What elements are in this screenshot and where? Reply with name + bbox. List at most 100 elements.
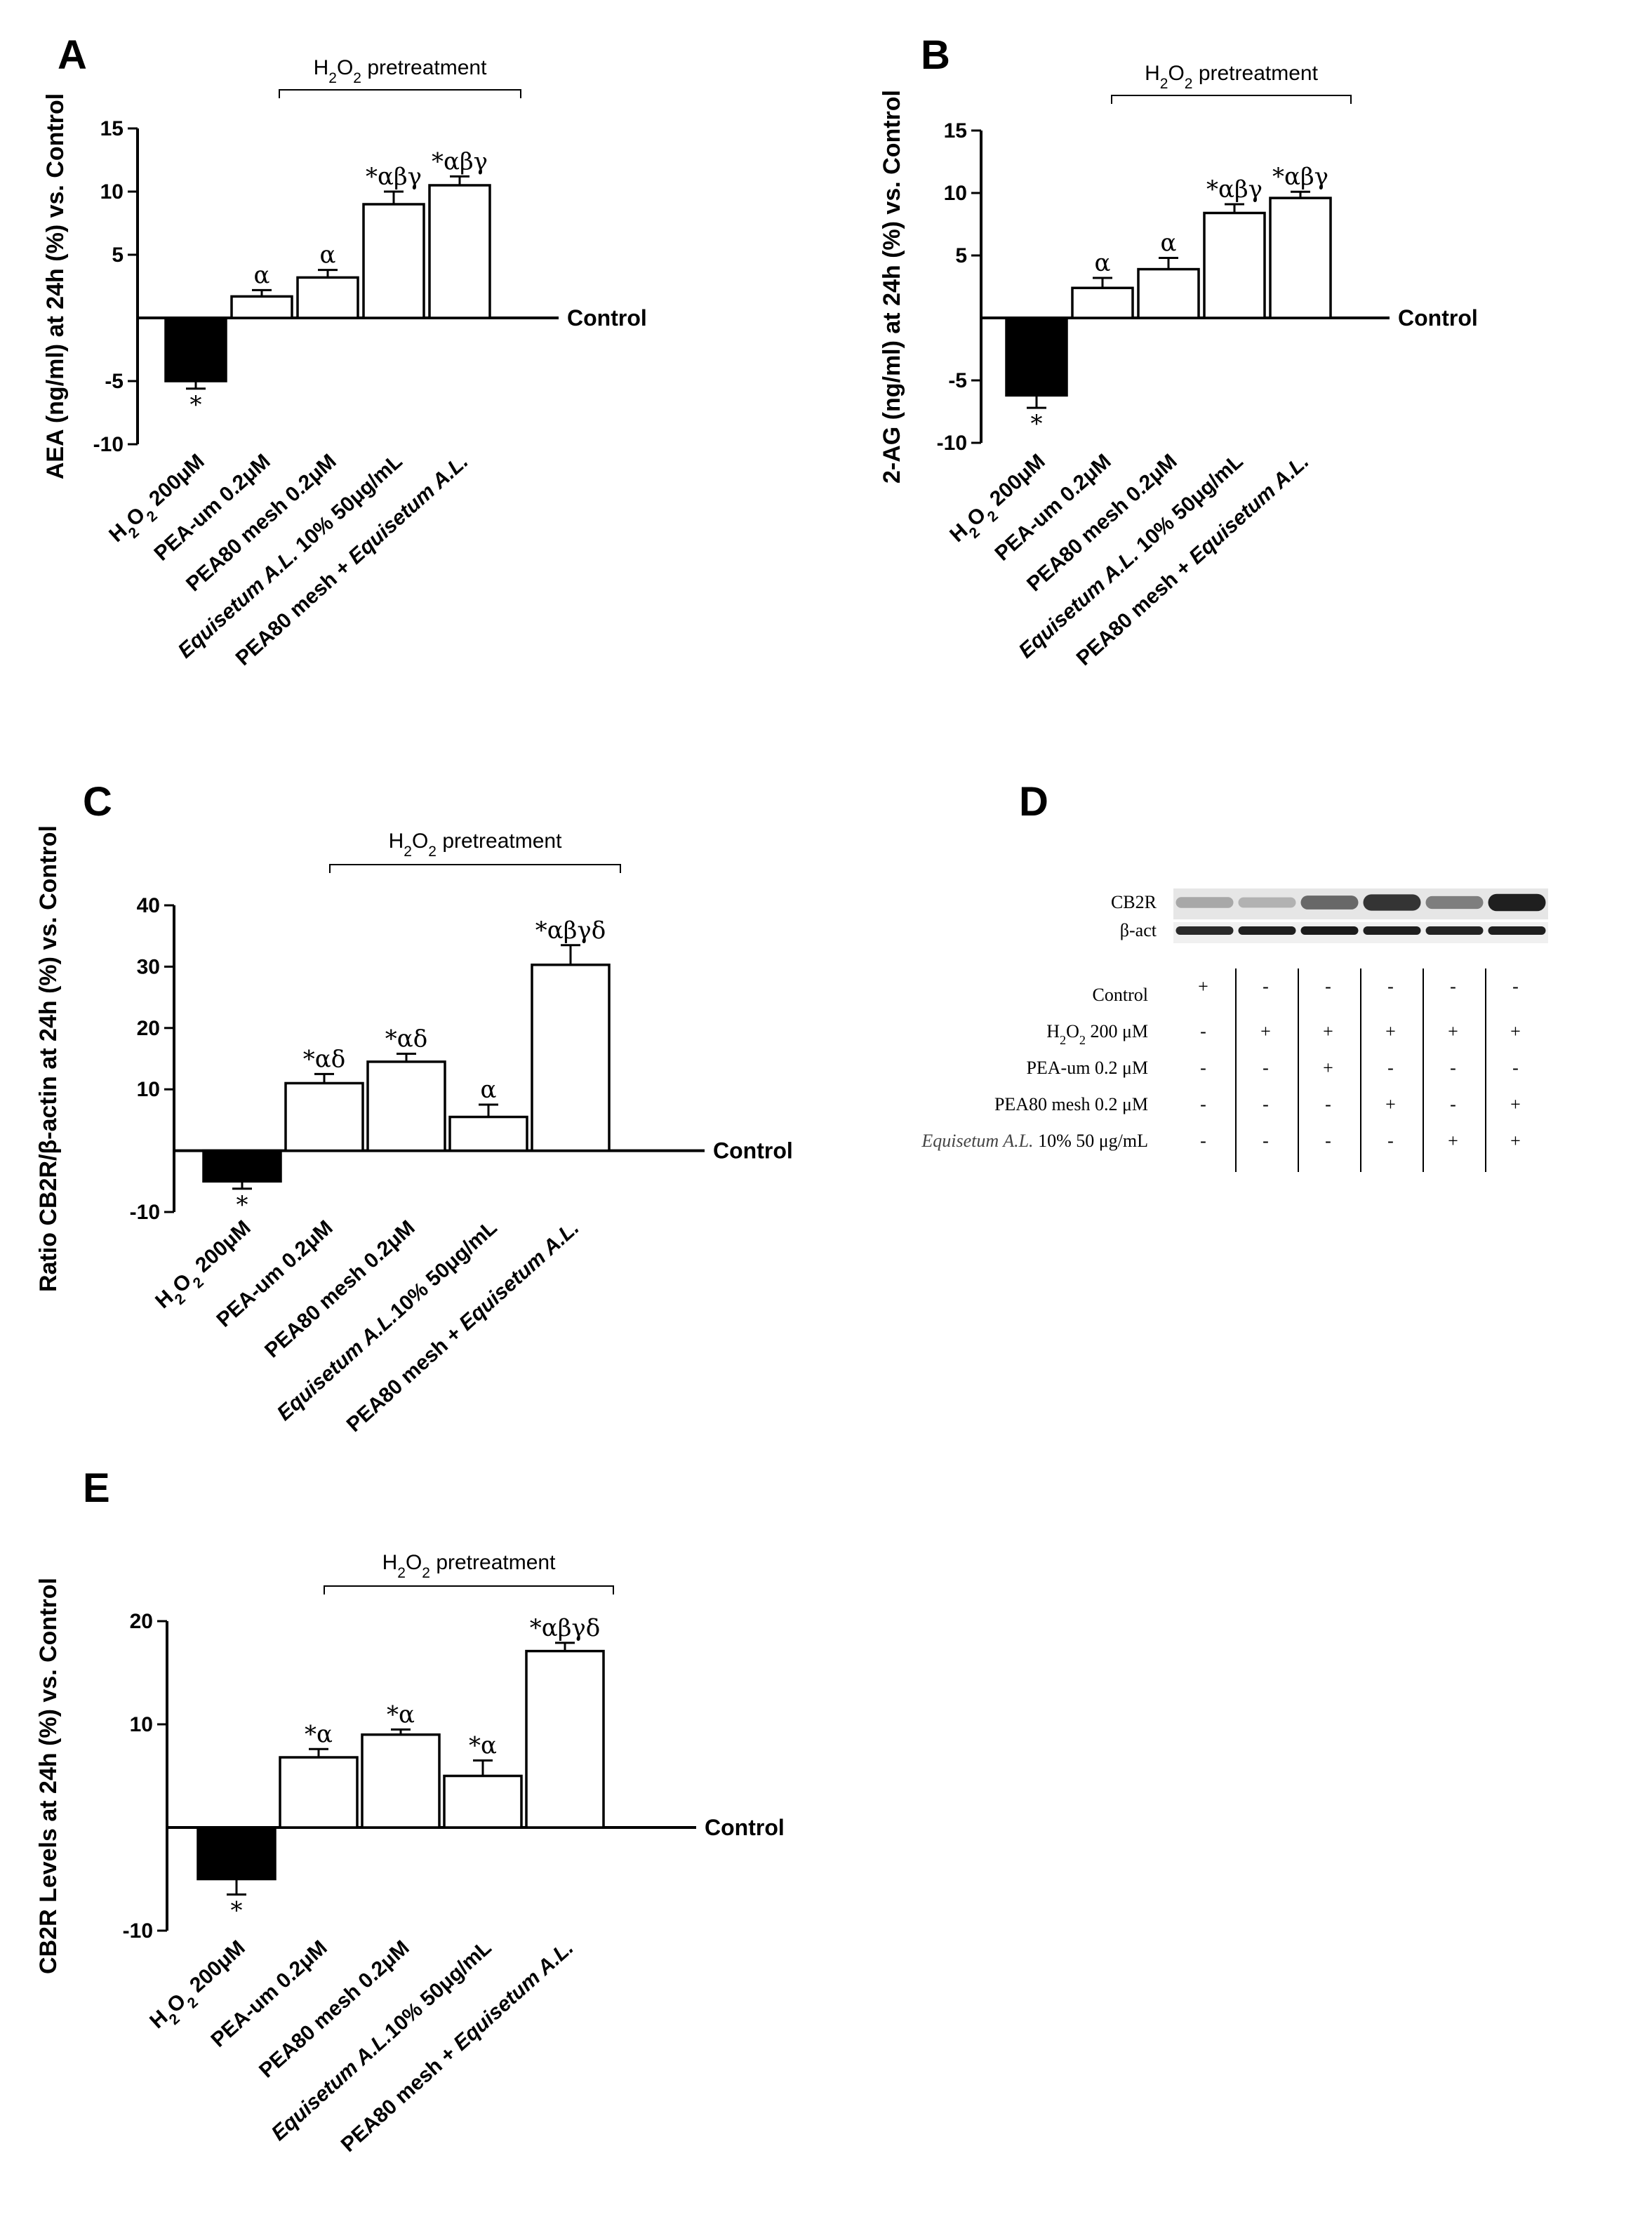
condition-sign: -: [1263, 976, 1269, 997]
control-label: Control: [713, 1138, 793, 1164]
y-tick-label: 10: [100, 180, 124, 204]
y-tick-label: 30: [137, 955, 160, 978]
significance-label: *: [231, 1897, 243, 1925]
panel-letter: A: [58, 32, 87, 78]
bar: [196, 1826, 277, 1881]
y-tick-label: 10: [944, 182, 967, 205]
y-tick-label: -10: [93, 433, 124, 456]
condition-sign: +: [1198, 976, 1208, 997]
y-tick-label: 20: [137, 1017, 160, 1040]
significance-label: α: [320, 241, 336, 269]
significance-label: α: [1161, 229, 1177, 258]
significance-label: *αδ: [385, 1025, 427, 1053]
panel-b: B H2O2 pretreatment -10 -5 5 10 15 Control 2-AG …: [879, 32, 1478, 670]
category-label: PEA80 mesh + Equisetum A.L.: [232, 450, 473, 670]
significance-label: *αβγδ: [530, 1614, 600, 1642]
blot-band: [1363, 926, 1421, 935]
condition-sign: -: [1325, 976, 1331, 997]
bar: [1137, 267, 1200, 319]
bar: [164, 317, 227, 382]
significance-label: *α: [469, 1731, 497, 1759]
bar: [202, 1149, 282, 1183]
condition-sign: -: [1200, 1131, 1206, 1151]
significance-label: *α: [387, 1700, 415, 1729]
bar: [1005, 317, 1068, 397]
bar: [296, 276, 359, 319]
panel-a: A H2O2 pretreatment -10 -5 5 10 15 Control AEA (…: [42, 32, 647, 670]
y-axis-label: CB2R Levels at 24h (%) vs. Control: [35, 1578, 62, 1974]
condition-sign: -: [1200, 1058, 1206, 1078]
bracket-label: H2O2 pretreatment: [389, 830, 562, 860]
blot-band: [1238, 926, 1296, 935]
significance-label: *: [1031, 410, 1043, 438]
condition-sign: +: [1260, 1021, 1271, 1041]
blot-strip: [1173, 922, 1548, 943]
bar: [428, 184, 491, 319]
significance-label: *αβγ: [1272, 163, 1328, 191]
y-tick-label: 10: [137, 1078, 160, 1101]
condition-sign: -: [1200, 1094, 1206, 1114]
condition-sign: +: [1448, 1021, 1458, 1041]
condition-sign: -: [1387, 1131, 1394, 1151]
panel-letter: D: [1019, 779, 1048, 825]
y-tick-label: 40: [137, 894, 160, 917]
condition-label: Control: [1093, 985, 1148, 1005]
condition-sign: -: [1450, 1094, 1456, 1114]
y-tick-label: -10: [937, 432, 967, 455]
y-tick-label: -5: [105, 370, 124, 393]
bar: [361, 1733, 441, 1829]
condition-label: Equisetum A.L. 10% 50 μg/mL: [921, 1131, 1148, 1151]
condition-label: PEA-um 0.2 μM: [1026, 1058, 1148, 1078]
category-label: PEA80 mesh + Equisetum A.L.: [1072, 450, 1314, 670]
condition-sign: +: [1510, 1021, 1521, 1041]
significance-label: *αδ: [303, 1045, 345, 1073]
band-label: β-act: [1120, 920, 1157, 940]
significance-label: *αβγδ: [535, 917, 606, 945]
panel-letter: B: [921, 32, 950, 78]
panel-letter: C: [83, 779, 112, 825]
bar: [531, 964, 611, 1152]
band-label: CB2R: [1111, 892, 1157, 912]
significance-label: α: [254, 261, 270, 289]
y-tick-label: -10: [130, 1201, 160, 1224]
bar: [279, 1756, 359, 1829]
condition-sign: -: [1512, 976, 1519, 997]
condition-sign: -: [1325, 1094, 1331, 1114]
condition-sign: -: [1263, 1131, 1269, 1151]
y-tick-label: 5: [112, 244, 124, 267]
condition-sign: +: [1385, 1094, 1396, 1114]
y-axis-label: Ratio CB2R/β-actin at 24h (%) vs. Contro…: [35, 825, 62, 1292]
condition-sign: -: [1263, 1058, 1269, 1078]
significance-label: *αβγ: [1206, 175, 1263, 204]
bar: [448, 1115, 528, 1152]
condition-sign: -: [1512, 1058, 1519, 1078]
condition-sign: -: [1200, 1021, 1206, 1041]
condition-sign: +: [1385, 1021, 1396, 1041]
panel-c: C H2O2 pretreatment -10 10 20 30 40 Control Rati…: [35, 779, 793, 1437]
condition-sign: -: [1263, 1094, 1269, 1114]
blot-band: [1175, 897, 1234, 908]
control-label: Control: [567, 305, 647, 331]
condition-sign: +: [1510, 1094, 1521, 1114]
significance-label: *: [237, 1191, 248, 1219]
blot-band: [1425, 926, 1484, 935]
condition-sign: -: [1325, 1131, 1331, 1151]
y-tick-label: 5: [955, 244, 967, 267]
panel-letter: E: [83, 1465, 110, 1511]
bracket-label: H2O2 pretreatment: [1145, 62, 1318, 92]
condition-sign: -: [1387, 976, 1394, 997]
condition-sign: -: [1450, 976, 1456, 997]
condition-sign: +: [1323, 1058, 1333, 1078]
control-label: Control: [705, 1815, 785, 1840]
blot-band: [1425, 895, 1484, 910]
category-label: PEA-um 0.2μM: [149, 450, 274, 566]
y-tick-label: 20: [130, 1610, 153, 1633]
y-axis-label: 2-AG (ng/ml) at 24h (%) vs. Control: [879, 90, 905, 484]
category-label: PEA-um 0.2μM: [990, 450, 1115, 566]
pretreatment-bracket: [324, 1585, 614, 1594]
blot-band: [1238, 897, 1296, 908]
pretreatment-bracket: [329, 864, 621, 873]
bar: [230, 295, 293, 319]
blot-band: [1300, 926, 1359, 935]
y-tick-label: -10: [123, 1919, 153, 1943]
